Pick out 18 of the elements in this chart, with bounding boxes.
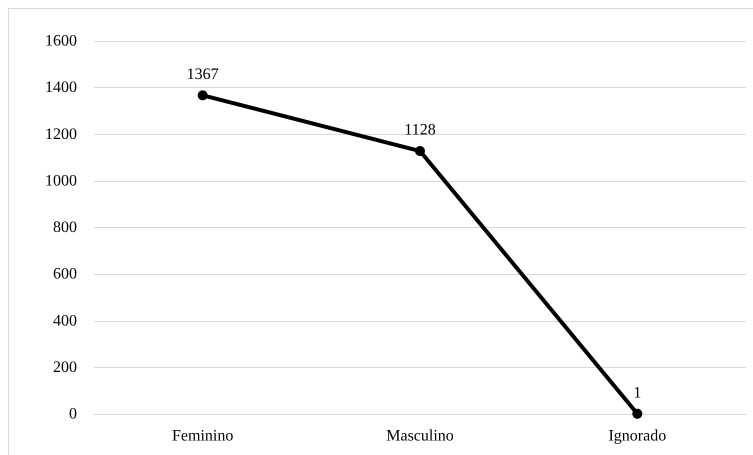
y-tick-label: 1600 <box>45 32 77 50</box>
y-tick-label: 1000 <box>45 172 77 190</box>
data-label: 1128 <box>404 122 436 139</box>
x-tick-label: Ignorado <box>608 428 666 444</box>
y-tick-label: 1400 <box>45 79 77 96</box>
point <box>415 146 425 156</box>
x-tick-label: Masculino <box>386 428 454 444</box>
x-tick-label: Feminino <box>172 428 234 444</box>
point <box>632 408 642 419</box>
data-label: 1367 <box>186 66 219 83</box>
y-tick-label: 1200 <box>45 126 77 143</box>
y-tick-label: 0 <box>69 406 77 422</box>
data-label: 1 <box>633 384 642 402</box>
y-tick-label: 400 <box>53 312 77 330</box>
y-tick-label: 200 <box>53 358 77 376</box>
point <box>198 90 208 100</box>
y-tick-label: 800 <box>53 219 77 236</box>
y-tick-label: 600 <box>53 266 77 283</box>
